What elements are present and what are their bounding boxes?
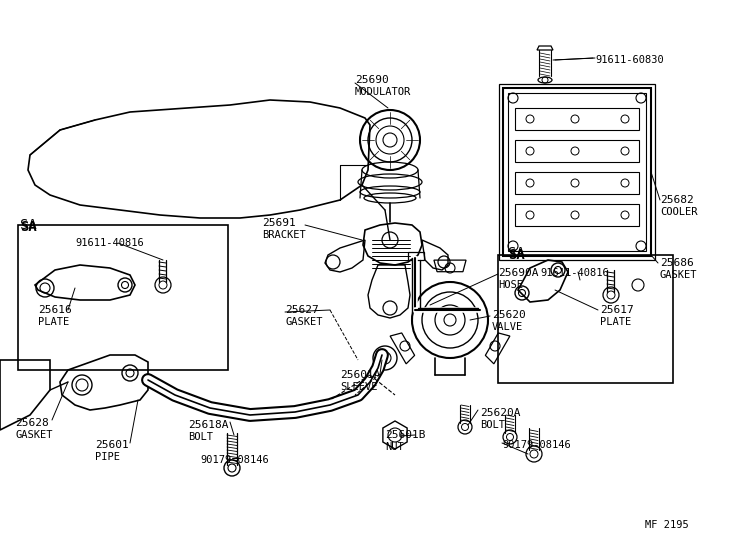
- Text: BOLT: BOLT: [480, 420, 505, 430]
- Text: GASKET: GASKET: [660, 270, 698, 280]
- Text: SA: SA: [20, 218, 36, 232]
- Text: COOLER: COOLER: [660, 207, 698, 217]
- Text: 25601: 25601: [95, 440, 129, 450]
- Text: 25682: 25682: [660, 195, 693, 205]
- Text: SA: SA: [20, 220, 36, 234]
- Text: PIPE: PIPE: [95, 452, 120, 462]
- Text: 91611-40816: 91611-40816: [75, 238, 144, 248]
- Text: 25620A: 25620A: [480, 408, 521, 418]
- Text: GASKET: GASKET: [15, 430, 53, 440]
- Bar: [503, 88, 651, 256]
- Text: BRACKET: BRACKET: [262, 230, 306, 240]
- Text: GASKET: GASKET: [285, 317, 322, 327]
- Text: 25620: 25620: [492, 310, 526, 320]
- Bar: [498, 255, 673, 383]
- Text: VALVE: VALVE: [492, 322, 523, 332]
- Text: BOLT: BOLT: [188, 432, 213, 442]
- Text: NUT: NUT: [385, 442, 404, 452]
- Text: 91611-60830: 91611-60830: [595, 55, 664, 65]
- Text: SA: SA: [508, 246, 525, 260]
- Text: SA: SA: [508, 248, 525, 262]
- Text: 25618A: 25618A: [188, 420, 228, 430]
- Text: 25616: 25616: [38, 305, 71, 315]
- Text: 25690A: 25690A: [498, 268, 539, 278]
- Text: 25690: 25690: [355, 75, 389, 85]
- Bar: [499, 84, 655, 260]
- Text: 25691: 25691: [262, 218, 296, 228]
- Text: 25686: 25686: [660, 258, 693, 268]
- Text: HOSE: HOSE: [498, 280, 523, 290]
- Text: MODULATOR: MODULATOR: [355, 87, 411, 97]
- Bar: [515, 140, 639, 162]
- Text: 25601B: 25601B: [385, 430, 426, 440]
- Text: 25628: 25628: [15, 418, 49, 428]
- Text: PLATE: PLATE: [600, 317, 631, 327]
- Text: 25601A: 25601A: [340, 370, 380, 380]
- Text: 90179-08146: 90179-08146: [502, 440, 571, 450]
- Text: 25617: 25617: [600, 305, 634, 315]
- Text: PLATE: PLATE: [38, 317, 69, 327]
- Text: SLEEVE: SLEEVE: [340, 382, 377, 392]
- Bar: [515, 172, 639, 194]
- Bar: [508, 93, 646, 251]
- Bar: [515, 204, 639, 226]
- Text: 91611-40816: 91611-40816: [540, 268, 609, 278]
- Text: 25627: 25627: [285, 305, 318, 315]
- Text: 90179-08146: 90179-08146: [200, 455, 269, 465]
- Bar: [18, 225, 228, 370]
- Text: MF 2195: MF 2195: [645, 520, 689, 530]
- Bar: [515, 108, 639, 130]
